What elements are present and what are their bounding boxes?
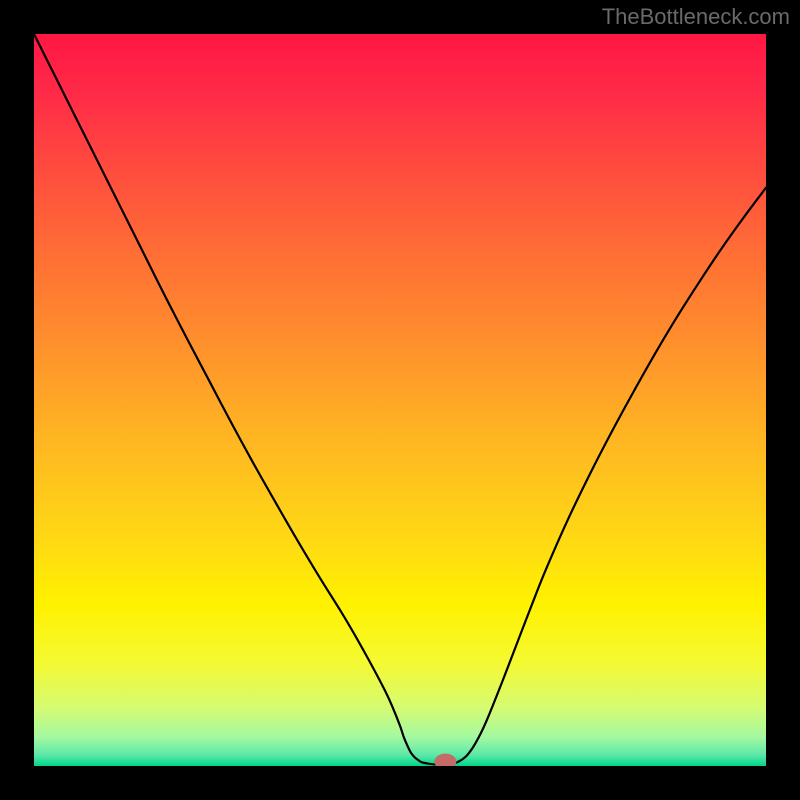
plot-area [34,34,766,766]
optimal-point-marker [434,754,456,766]
bottleneck-curve [34,34,766,766]
watermark-text: TheBottleneck.com [602,4,790,30]
